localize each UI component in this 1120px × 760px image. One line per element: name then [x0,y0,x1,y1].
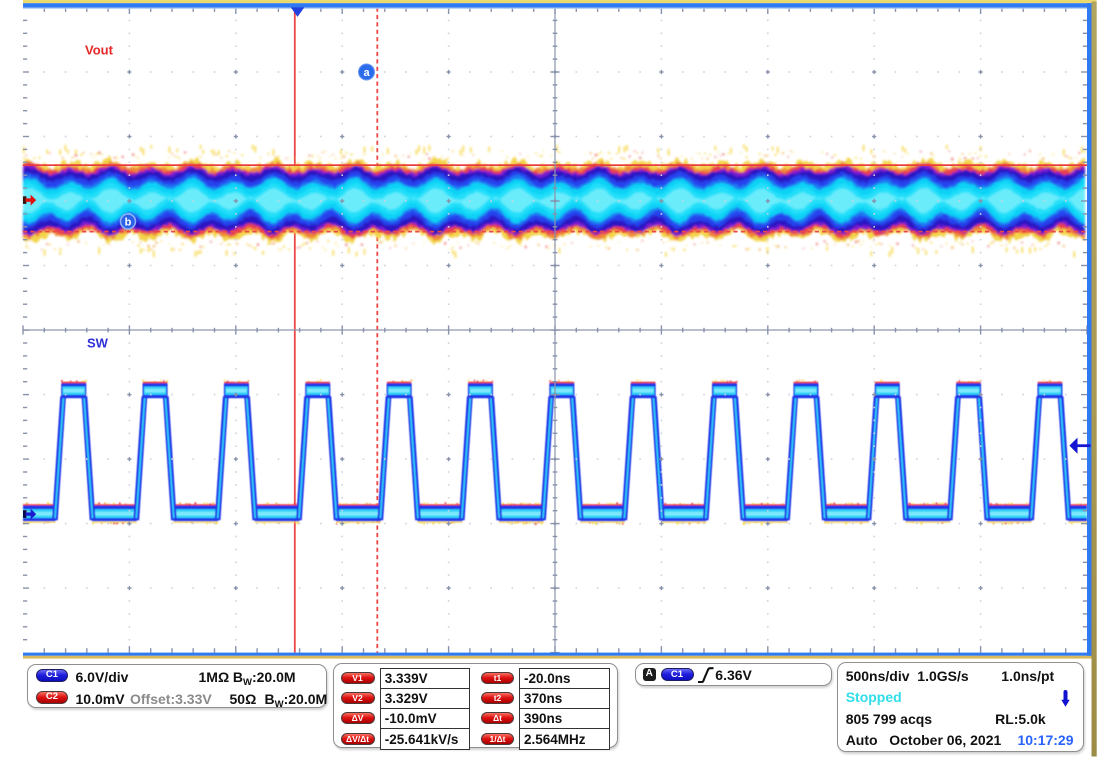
svg-text:b: b [125,217,132,229]
svg-text:a: a [363,67,370,79]
svg-text:SW: SW [87,336,109,351]
svg-text:Vout: Vout [85,43,114,58]
